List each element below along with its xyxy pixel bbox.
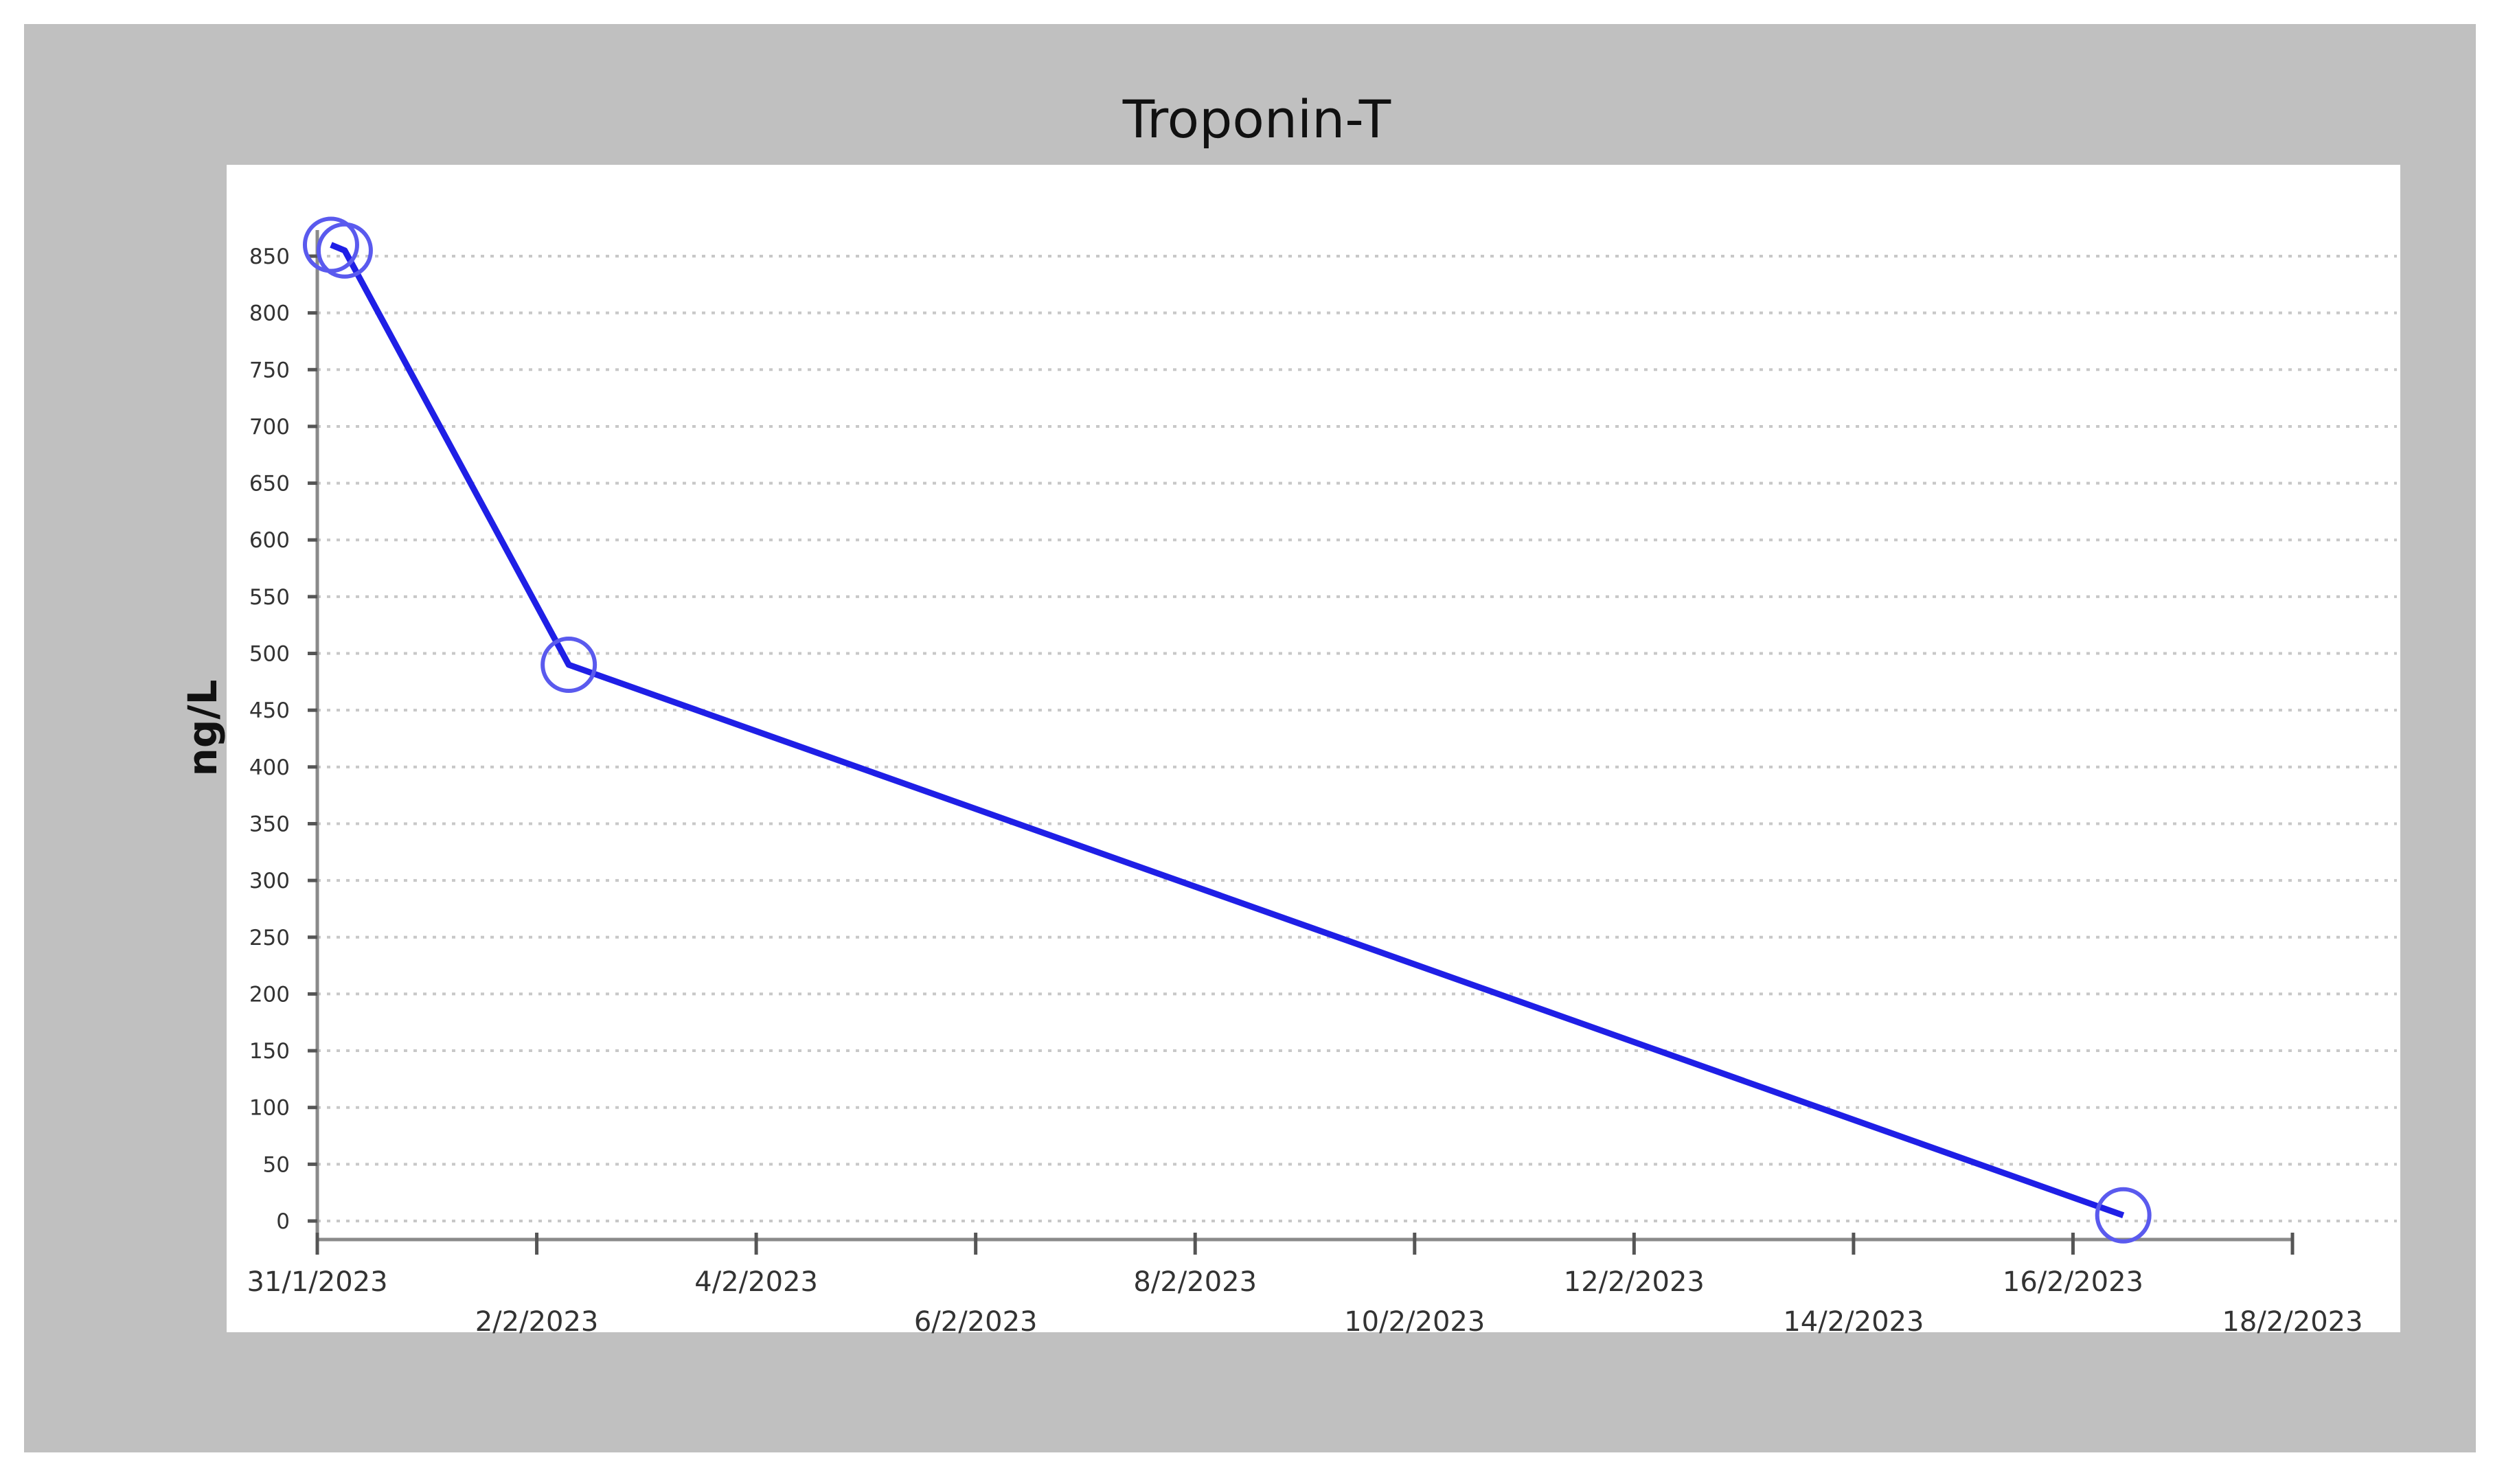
chart-title: Troponin-T	[1122, 89, 1391, 150]
x-tick-label-1: 2/2/2023	[475, 1306, 599, 1338]
y-tick-label-700: 700	[249, 415, 290, 440]
x-tick-label-0: 31/1/2023	[247, 1266, 387, 1298]
data-point-marker	[2095, 1187, 2152, 1244]
y-axis-ticks: 0 50 100 150 200 250 300 350 400 450 500 550 600 650 7…	[249, 244, 317, 1234]
y-tick-label-100: 100	[249, 1096, 290, 1121]
x-tick-label-5: 10/2/2023	[1344, 1306, 1485, 1338]
x-tick-label-8: 16/2/2023	[2003, 1266, 2143, 1298]
y-tick-label-600: 600	[249, 528, 290, 553]
x-tick-label-4: 8/2/2023	[1133, 1266, 1257, 1298]
y-tick-label-0: 0	[276, 1209, 290, 1234]
y-tick-label-800: 800	[249, 301, 290, 326]
x-tick-label-3: 6/2/2023	[914, 1306, 1038, 1338]
y-tick-label-300: 300	[249, 869, 290, 893]
y-tick-label-350: 350	[249, 812, 290, 836]
y-tick-label-250: 250	[249, 926, 290, 950]
series-line-0	[330, 242, 2125, 1218]
x-tick-label-9: 18/2/2023	[2222, 1306, 2363, 1338]
y-tick-label-850: 850	[249, 244, 290, 269]
y-axis-label: ng/L	[179, 680, 226, 777]
y-tick-label-50: 50	[263, 1152, 290, 1177]
y-tick-label-400: 400	[249, 755, 290, 780]
series-troponin	[302, 216, 2152, 1244]
y-tick-label-500: 500	[249, 642, 290, 667]
x-axis-ticks: 31/1/2023 2/2/2023 4/2/2023 6/2/2023 8/2/202…	[247, 1233, 2363, 1338]
plot-area	[227, 165, 2400, 1332]
axes	[315, 230, 2292, 1242]
x-tick-label-2: 4/2/2023	[694, 1266, 818, 1298]
y-tick-label-200: 200	[249, 982, 290, 1007]
y-tick-label-650: 650	[249, 472, 290, 496]
y-tick-label-450: 450	[249, 698, 290, 723]
gridlines	[317, 255, 2397, 1222]
x-tick-label-7: 14/2/2023	[1783, 1306, 1924, 1338]
y-tick-label-750: 750	[249, 358, 290, 383]
y-tick-label-150: 150	[249, 1039, 290, 1064]
y-tick-label-550: 550	[249, 585, 290, 610]
data-point-marker	[316, 222, 373, 279]
x-tick-label-6: 12/2/2023	[1564, 1266, 1705, 1298]
data-point-marker	[540, 637, 597, 694]
